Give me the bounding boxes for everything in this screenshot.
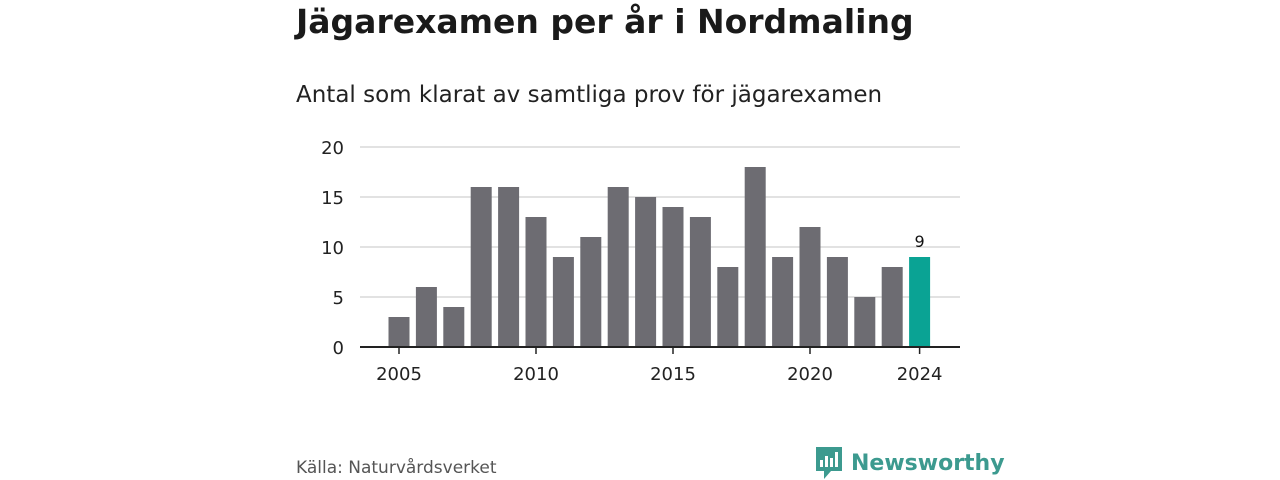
- bar-chart: 0 5 10 15 20 9 2005 2010 2015 2020 2024: [321, 138, 960, 385]
- newsworthy-logo-icon: [816, 447, 842, 479]
- brand-name: Newsworthy: [851, 450, 1005, 476]
- x-tick-label: 2020: [787, 364, 833, 385]
- bar: [525, 217, 547, 347]
- bar: [744, 167, 766, 347]
- bar: [854, 297, 876, 347]
- bar: [881, 267, 903, 347]
- bar: [717, 267, 739, 347]
- bar: [415, 287, 437, 347]
- bar: [388, 317, 410, 347]
- y-tick-label: 10: [321, 238, 344, 259]
- bar: [826, 257, 848, 347]
- x-tick-label: 2015: [650, 364, 696, 385]
- x-tick-label: 2005: [376, 364, 422, 385]
- source-note: Källa: Naturvårdsverket: [296, 458, 497, 478]
- data-label: 9: [915, 232, 925, 251]
- chart-title: Jägarexamen per år i Nordmaling: [296, 2, 914, 41]
- bar: [443, 307, 465, 347]
- y-tick-label: 5: [333, 288, 344, 309]
- bar: [772, 257, 794, 347]
- bar: [689, 217, 711, 347]
- x-tick-label: 2010: [513, 364, 559, 385]
- bar: [909, 257, 931, 347]
- y-tick-label: 20: [321, 138, 344, 159]
- brand-logo[interactable]: Newsworthy: [815, 446, 1005, 480]
- bar: [799, 227, 821, 347]
- bar: [470, 187, 492, 347]
- chart-subtitle: Antal som klarat av samtliga prov för jä…: [296, 82, 883, 108]
- x-tick-label: 2024: [897, 364, 943, 385]
- bar: [635, 197, 657, 347]
- bar: [498, 187, 520, 347]
- bar: [552, 257, 574, 347]
- y-tick-label: 0: [333, 338, 344, 359]
- y-tick-label: 15: [321, 188, 344, 209]
- bar: [580, 237, 602, 347]
- bar: [662, 207, 684, 347]
- bar: [607, 187, 629, 347]
